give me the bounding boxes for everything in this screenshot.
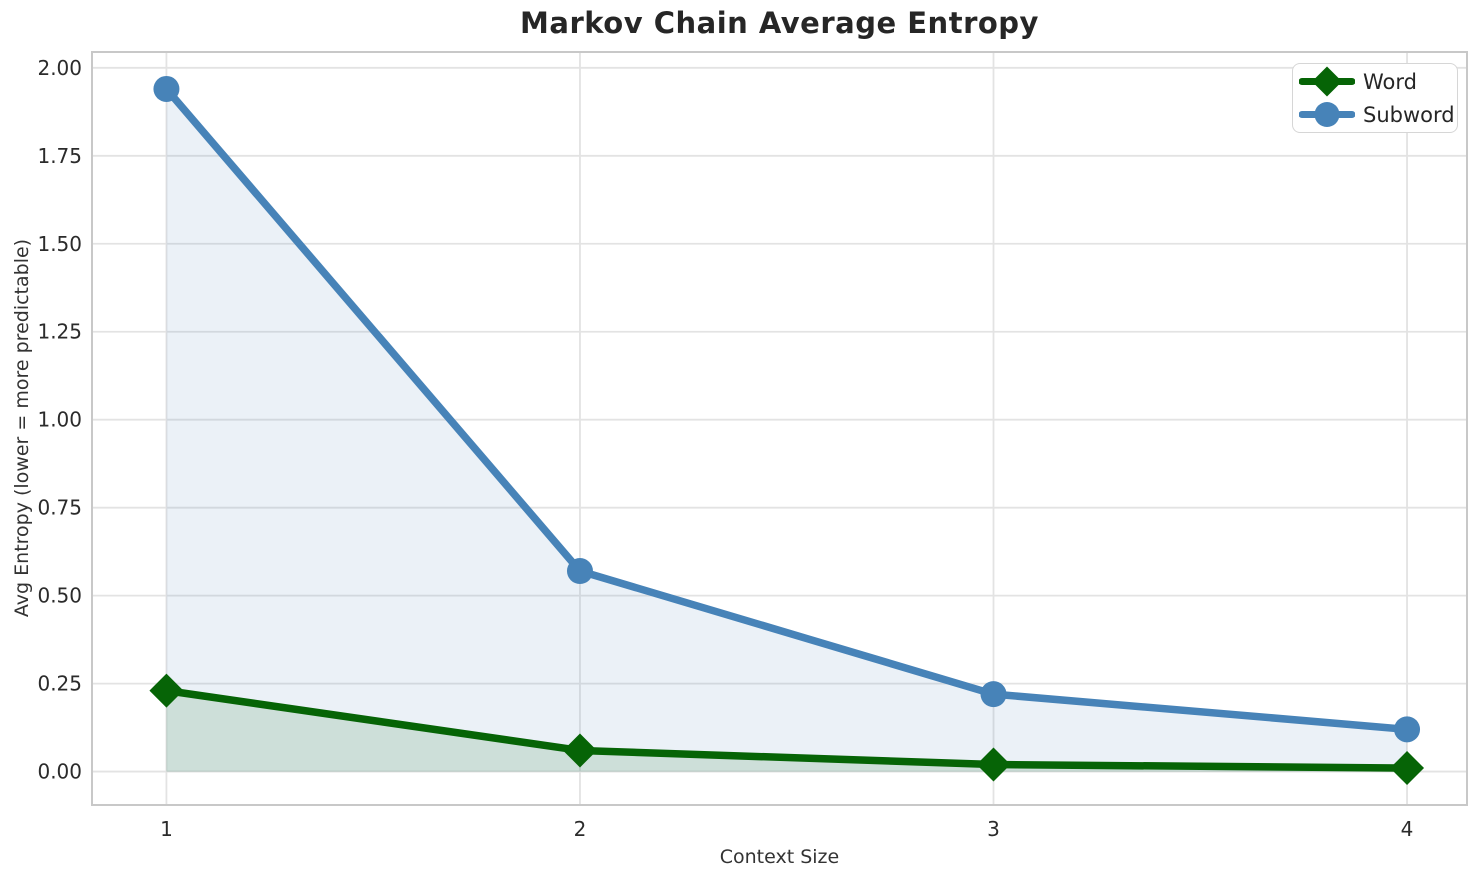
x-axis-label: Context Size <box>719 846 840 868</box>
y-tick-label: 0.25 <box>37 672 82 696</box>
y-tick-label: 1.25 <box>37 320 82 344</box>
diamond-legend-marker-icon <box>1299 66 1355 97</box>
legend: Word Subword <box>1292 63 1458 133</box>
marker-subword-2 <box>566 558 593 585</box>
y-tick-label: 1.75 <box>37 144 82 168</box>
y-tick-label: 1.00 <box>37 408 82 432</box>
marker-subword-3 <box>980 681 1007 708</box>
x-tick-label: 4 <box>1401 817 1414 841</box>
legend-entry-subword: Subword <box>1299 98 1457 131</box>
marker-word-3 <box>976 747 1011 782</box>
legend-label: Subword <box>1363 102 1455 127</box>
y-tick-label: 2.00 <box>37 56 82 80</box>
chart-title: Markov Chain Average Entropy <box>520 6 1039 40</box>
series-line-word <box>162 686 1411 772</box>
marker-subword-4 <box>1394 716 1421 743</box>
y-tick-label: 0.50 <box>37 584 82 608</box>
legend-label: Word <box>1363 69 1417 94</box>
series-fill-subword <box>166 88 1408 772</box>
legend-entry-word: Word <box>1299 65 1457 98</box>
legend-marker-sample <box>1314 102 1340 127</box>
legend-marker-sample <box>1312 66 1342 97</box>
plot-spines <box>91 51 1468 806</box>
marker-word-2 <box>562 733 597 768</box>
marker-subword-1 <box>153 75 180 102</box>
y-tick-label: 1.50 <box>37 232 82 256</box>
marker-word-4 <box>1390 751 1425 786</box>
y-tick-label: 0.75 <box>37 496 82 520</box>
x-tick-label: 2 <box>574 817 587 841</box>
marker-word-1 <box>149 673 184 708</box>
plot-background <box>92 52 1467 805</box>
circle-legend-marker-icon <box>1299 102 1355 127</box>
x-tick-label: 3 <box>987 817 1000 841</box>
series-fill-word <box>166 690 1408 772</box>
x-tick-label: 1 <box>160 817 173 841</box>
series-line-subword <box>162 85 1411 734</box>
y-tick-label: 0.00 <box>37 760 82 784</box>
